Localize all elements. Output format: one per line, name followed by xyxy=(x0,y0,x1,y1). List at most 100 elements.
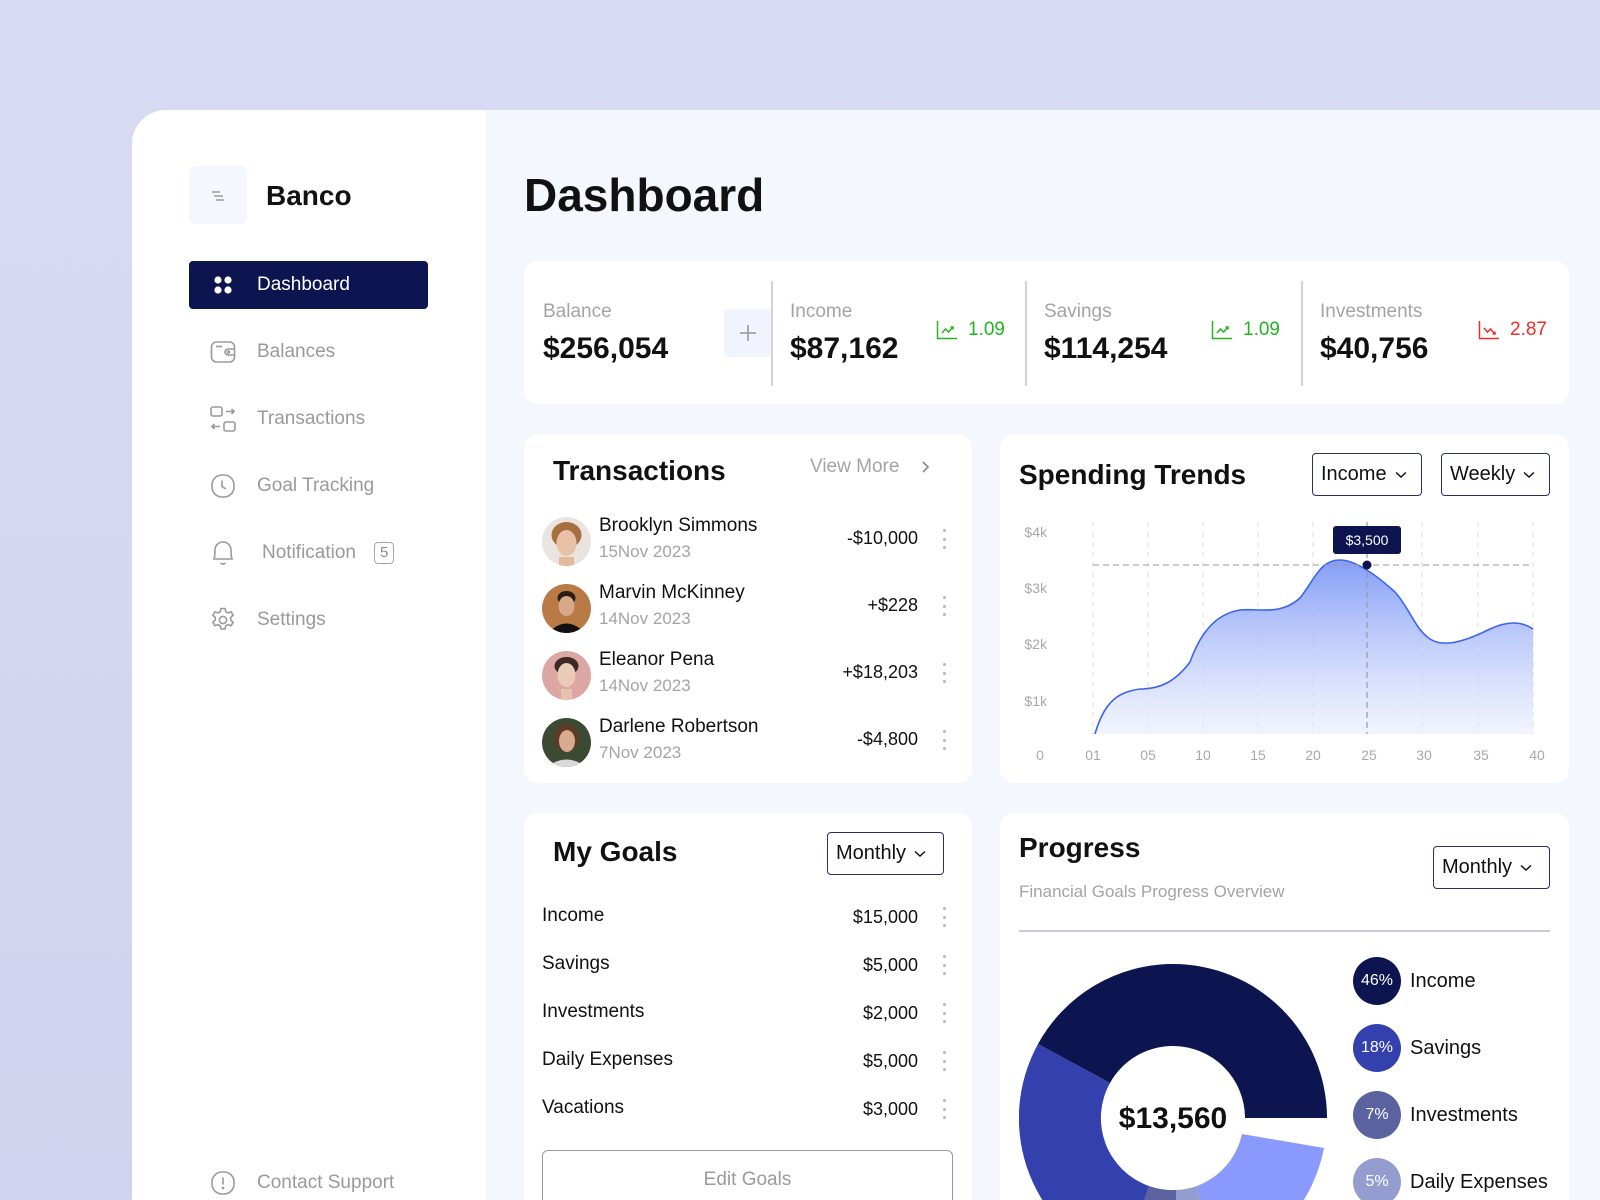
stat-value: $114,254 xyxy=(1044,332,1168,365)
legend-percent: 46% xyxy=(1353,957,1401,1005)
goal-row[interactable]: Daily Expenses $5,000 xyxy=(542,1049,952,1079)
period-filter-value: Weekly xyxy=(1450,463,1516,485)
more-options-icon[interactable] xyxy=(942,596,946,616)
stat-label: Savings xyxy=(1044,301,1112,322)
type-filter-dropdown[interactable]: Income xyxy=(1312,453,1422,496)
main-content: Dashboard Balance $256,054 Income $87,16… xyxy=(486,110,1600,1200)
stat-investments: Investments $40,756 2.87 xyxy=(1320,261,1560,404)
period-filter-dropdown[interactable]: Weekly xyxy=(1441,453,1550,496)
goal-label: Investments xyxy=(542,1001,645,1022)
sidebar: Banco Dashboard Balances xyxy=(132,110,486,1200)
view-more-link[interactable]: View More xyxy=(810,456,931,478)
more-options-icon[interactable] xyxy=(942,663,946,683)
add-balance-button[interactable] xyxy=(724,309,772,357)
more-options-icon[interactable] xyxy=(942,907,946,927)
goal-amount: $2,000 xyxy=(862,1003,918,1023)
transaction-row[interactable]: Darlene Robertson 7Nov 2023 -$4,800 xyxy=(542,716,952,772)
goal-label: Income xyxy=(542,905,605,926)
more-options-icon[interactable] xyxy=(942,730,946,750)
legend-percent: 5% xyxy=(1353,1158,1401,1200)
menu-toggle-button[interactable] xyxy=(189,166,247,224)
progress-period-value: Monthly xyxy=(1442,856,1513,878)
progress-period-dropdown[interactable]: Monthly xyxy=(1433,846,1550,889)
x-tick: 30 xyxy=(1416,747,1432,763)
goal-label: Vacations xyxy=(542,1097,625,1118)
trend-up-icon xyxy=(936,321,957,340)
sidebar-item-goal-tracking[interactable]: Goal Tracking xyxy=(189,462,428,510)
sidebar-item-label: Goal Tracking xyxy=(257,475,375,496)
sidebar-item-notification[interactable]: Notification 5 xyxy=(189,529,428,577)
transaction-row[interactable]: Eleanor Pena 14Nov 2023 +$18,203 xyxy=(542,649,952,705)
sidebar-item-label: Dashboard xyxy=(257,274,350,295)
legend-percent: 7% xyxy=(1353,1091,1401,1139)
x-tick: 25 xyxy=(1361,747,1377,763)
x-tick: 0 xyxy=(1036,747,1044,763)
plus-icon xyxy=(740,325,756,341)
sidebar-item-dashboard[interactable]: Dashboard xyxy=(189,261,428,309)
trend-indicator: 1.09 xyxy=(1211,319,1280,341)
stats-card: Balance $256,054 Income $87,162 1. xyxy=(524,261,1569,404)
stat-income: Income $87,162 1.09 xyxy=(790,261,1030,404)
transaction-name: Brooklyn Simmons xyxy=(599,515,758,536)
x-tick: 40 xyxy=(1529,747,1545,763)
transaction-amount: +$18,203 xyxy=(842,662,918,682)
more-options-icon[interactable] xyxy=(942,1003,946,1023)
goal-label: Savings xyxy=(542,953,610,974)
contact-support-link[interactable]: Contact Support xyxy=(189,1159,428,1200)
transaction-row[interactable]: Marvin McKinney 14Nov 2023 +$228 xyxy=(542,582,952,638)
x-tick: 05 xyxy=(1140,747,1156,763)
edit-goals-button[interactable]: Edit Goals xyxy=(542,1150,953,1200)
divider xyxy=(1019,930,1550,932)
sidebar-item-balances[interactable]: Balances xyxy=(189,328,428,376)
sidebar-item-settings[interactable]: Settings xyxy=(189,596,428,644)
transaction-date: 14Nov 2023 xyxy=(599,609,691,628)
chevron-down-icon xyxy=(1520,864,1532,871)
chevron-down-icon xyxy=(1395,471,1407,478)
trend-up-icon xyxy=(1211,321,1232,340)
brand-name: Banco xyxy=(266,180,352,211)
type-filter-value: Income xyxy=(1321,463,1387,485)
goal-row[interactable]: Investments $2,000 xyxy=(542,1001,952,1031)
goal-row[interactable]: Savings $5,000 xyxy=(542,953,952,983)
transaction-row[interactable]: Brooklyn Simmons 15Nov 2023 -$10,000 xyxy=(542,515,952,571)
transfer-icon xyxy=(209,405,237,433)
alert-icon xyxy=(209,1169,237,1197)
stat-value: $87,162 xyxy=(790,332,899,365)
transaction-date: 7Nov 2023 xyxy=(599,743,682,762)
legend-label: Daily Expenses xyxy=(1410,1170,1548,1193)
goal-row[interactable]: Income $15,000 xyxy=(542,905,952,935)
more-options-icon[interactable] xyxy=(942,1099,946,1119)
goal-row[interactable]: Vacations $3,000 xyxy=(542,1097,952,1127)
grid-icon xyxy=(209,271,237,299)
page-title: Dashboard xyxy=(524,169,765,221)
sidebar-item-label: Notification xyxy=(262,542,356,563)
goal-amount: $5,000 xyxy=(862,955,918,975)
menu-icon xyxy=(212,191,224,201)
goals-period-dropdown[interactable]: Monthly xyxy=(827,832,944,875)
notification-count-badge: 5 xyxy=(374,542,395,564)
avatar xyxy=(542,651,591,700)
goal-label: Daily Expenses xyxy=(542,1049,673,1070)
transactions-title: Transactions xyxy=(553,455,726,486)
x-tick: 15 xyxy=(1250,747,1266,763)
wallet-icon xyxy=(209,338,237,366)
more-options-icon[interactable] xyxy=(942,529,946,549)
x-tick: 01 xyxy=(1085,747,1101,763)
trend-value: 1.09 xyxy=(1243,319,1280,340)
stat-balance: Balance $256,054 xyxy=(543,261,773,404)
legend-item-income: 46% Income xyxy=(1353,957,1476,1005)
legend-label: Savings xyxy=(1410,1036,1482,1059)
sidebar-item-label: Transactions xyxy=(257,408,366,429)
progress-subtitle: Financial Goals Progress Overview xyxy=(1019,882,1285,901)
bell-icon xyxy=(209,539,237,567)
more-options-icon[interactable] xyxy=(942,1051,946,1071)
clock-icon xyxy=(209,472,237,500)
transaction-amount: -$4,800 xyxy=(856,729,918,749)
trend-indicator: 1.09 xyxy=(936,319,1005,341)
stat-label: Investments xyxy=(1320,301,1423,322)
legend-percent: 18% xyxy=(1353,1024,1401,1072)
more-options-icon[interactable] xyxy=(942,955,946,975)
sidebar-item-transactions[interactable]: Transactions xyxy=(189,395,428,443)
transaction-date: 15Nov 2023 xyxy=(599,542,691,561)
x-tick: 10 xyxy=(1195,747,1211,763)
